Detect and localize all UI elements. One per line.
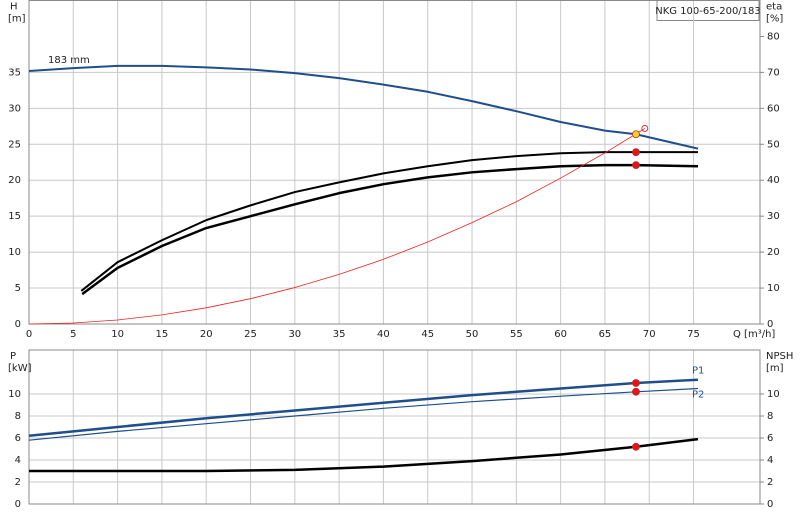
y-tick-label: 15 [8, 211, 21, 222]
series-label: P1 [692, 366, 704, 377]
plot-frame [28, 0, 761, 325]
operating-point [632, 161, 640, 170]
x-tick-label: 15 [156, 329, 169, 340]
operating-point [632, 442, 640, 451]
y2-tick-label: 0 [767, 319, 773, 330]
y2-tick-label: 30 [767, 211, 780, 222]
x-tick-label: 5 [70, 329, 76, 340]
y-axis-label: H [10, 2, 18, 13]
y2-tick-label: 8 [767, 411, 773, 422]
y2-axis-unit: [%] [766, 14, 783, 25]
y-tick-label: 6 [15, 433, 21, 444]
plot-area [29, 350, 760, 504]
curve [28, 64, 699, 150]
y2-tick-label: 10 [767, 389, 780, 400]
y-tick-label: 8 [15, 411, 21, 422]
y-tick-label: 5 [15, 283, 21, 294]
y-tick-label: 20 [8, 175, 21, 186]
y2-tick-label: 2 [767, 477, 773, 488]
curve [28, 128, 646, 325]
x-tick-label: 70 [643, 329, 656, 340]
x-axis-label: Q [m³/h] [733, 329, 775, 340]
plot-area [29, 0, 760, 324]
curve [28, 378, 699, 438]
y-tick-label: 35 [8, 67, 21, 78]
x-tick-label: 0 [26, 329, 32, 340]
operating-point [632, 379, 640, 387]
y2-tick-label: 4 [767, 455, 773, 466]
y-tick-label: 0 [15, 319, 21, 330]
y2-tick-label: 80 [767, 31, 780, 42]
y2-tick-label: 70 [767, 67, 780, 78]
y-axis-label: P [10, 351, 16, 362]
x-tick-label: 20 [200, 329, 213, 340]
y2-tick-label: 50 [767, 139, 780, 150]
y-tick-label: 4 [15, 455, 21, 466]
curve [28, 387, 699, 441]
x-tick-label: 10 [111, 329, 124, 340]
y-tick-label: 25 [8, 139, 21, 150]
series-label: P2 [692, 390, 704, 401]
x-tick-label: 25 [244, 329, 257, 340]
y2-tick-label: 60 [767, 103, 780, 114]
x-tick-label: 60 [554, 329, 567, 340]
y2-axis-label: NPSH [766, 351, 793, 362]
y-axis-unit: [kW] [8, 363, 32, 374]
y-tick-label: 30 [8, 103, 21, 114]
x-tick-label: 30 [288, 329, 301, 340]
curve [81, 163, 698, 296]
operating-point [632, 387, 640, 396]
y-axis-unit: [m] [8, 14, 26, 25]
x-tick-label: 50 [466, 329, 479, 340]
y-tick-label: 10 [8, 247, 21, 258]
y-tick-label: 0 [15, 499, 21, 510]
chart-title: NKG 100-65-200/183 [655, 6, 761, 17]
annotation: 183 mm [48, 55, 90, 66]
y2-tick-label: 10 [767, 283, 780, 294]
y2-axis-unit: [m] [766, 363, 784, 374]
plot-frame [28, 349, 761, 505]
y2-tick-label: 40 [767, 175, 780, 186]
x-tick-label: 40 [377, 329, 390, 340]
x-tick-label: 75 [687, 329, 700, 340]
y2-axis-label: eta [766, 2, 782, 13]
curve [29, 437, 699, 473]
y-tick-label: 10 [8, 389, 21, 400]
y2-tick-label: 0 [767, 499, 773, 510]
x-tick-label: 35 [333, 329, 346, 340]
y-tick-label: 2 [15, 477, 21, 488]
x-tick-label: 45 [421, 329, 434, 340]
operating-point [632, 130, 640, 139]
x-tick-label: 65 [599, 329, 612, 340]
operating-point [641, 125, 649, 132]
y2-tick-label: 6 [767, 433, 773, 444]
operating-point [632, 148, 640, 157]
y2-tick-label: 20 [767, 247, 780, 258]
curve [80, 151, 698, 292]
x-tick-label: 55 [510, 329, 523, 340]
